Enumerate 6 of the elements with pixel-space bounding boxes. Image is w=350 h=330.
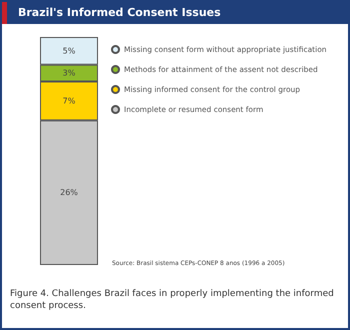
data-label: 3% xyxy=(62,68,76,78)
caption: Figure 4. Challenges Brazil faces in properly implementing the informed consent process. xyxy=(10,288,335,312)
chart-title: Brazil's Informed Consent Issues xyxy=(18,6,221,19)
data-label: 26% xyxy=(60,188,78,198)
data-label: 5% xyxy=(62,46,76,56)
data-label: 7% xyxy=(62,96,76,106)
